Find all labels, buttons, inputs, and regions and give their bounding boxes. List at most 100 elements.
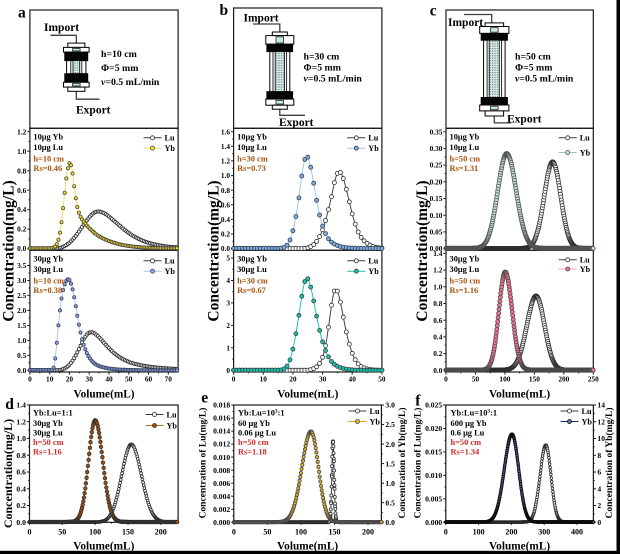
svg-text:2.0: 2.0: [17, 306, 26, 315]
svg-text:0: 0: [232, 528, 236, 537]
svg-text:40: 40: [349, 375, 357, 384]
svg-text:h=10 cm: h=10 cm: [101, 49, 137, 60]
svg-text:0.2: 0.2: [17, 225, 26, 234]
svg-text:30μg Yb: 30μg Yb: [33, 419, 63, 428]
svg-text:0.4: 0.4: [433, 333, 442, 342]
svg-text:400: 400: [571, 528, 583, 537]
svg-text:h=50 cm: h=50 cm: [33, 438, 64, 447]
svg-text:5: 5: [226, 254, 230, 263]
svg-text:Export: Export: [76, 105, 111, 117]
svg-text:200: 200: [505, 528, 517, 537]
svg-text:0.000: 0.000: [425, 518, 442, 527]
svg-text:0.004: 0.004: [213, 492, 230, 501]
svg-text:Rs=1.34: Rs=1.34: [451, 447, 481, 456]
svg-text:0.016: 0.016: [213, 414, 230, 423]
svg-text:0.014: 0.014: [213, 427, 230, 436]
svg-text:Rs=1.18: Rs=1.18: [238, 447, 267, 456]
svg-text:0.4: 0.4: [16, 484, 26, 493]
svg-text:0.2: 0.2: [433, 349, 442, 358]
svg-text:10: 10: [46, 375, 54, 384]
svg-text:1.0: 1.0: [221, 171, 230, 180]
svg-text:50: 50: [263, 528, 271, 537]
svg-text:Lu: Lu: [368, 257, 378, 266]
svg-text:30μg Lu: 30μg Lu: [33, 428, 63, 437]
svg-text:0.008: 0.008: [213, 466, 230, 475]
svg-text:0: 0: [444, 375, 448, 384]
svg-text:0.0: 0.0: [17, 244, 26, 253]
svg-text:0: 0: [28, 528, 32, 537]
svg-text:1.5: 1.5: [17, 321, 26, 330]
svg-text:1.6: 1.6: [221, 127, 230, 136]
svg-text:0.018: 0.018: [213, 401, 230, 410]
svg-text:h=30 cm: h=30 cm: [237, 154, 268, 163]
svg-text:Rs=0.38: Rs=0.38: [33, 286, 62, 295]
svg-text:200: 200: [362, 528, 374, 537]
svg-text:0.35: 0.35: [430, 127, 443, 136]
svg-text:Import: Import: [244, 13, 279, 25]
svg-text:1.2: 1.2: [221, 157, 230, 166]
svg-text:Lu: Lu: [165, 257, 175, 266]
svg-text:1: 1: [226, 343, 230, 352]
svg-text:0.015: 0.015: [425, 448, 442, 457]
svg-text:Φ=5 mm: Φ=5 mm: [304, 63, 341, 74]
svg-text:Concentration(mg/L): Concentration(mg/L): [414, 180, 431, 321]
svg-text:0.6: 0.6: [16, 468, 26, 477]
svg-text:10μg Lu: 10μg Lu: [450, 143, 480, 152]
svg-text:30: 30: [86, 375, 94, 384]
svg-text:Yb:Lu=103:1: Yb:Lu=103:1: [238, 409, 285, 418]
svg-text:Concentration of Yb(mg/L): Concentration of Yb(mg/L): [397, 408, 408, 519]
svg-text:0.0: 0.0: [16, 518, 26, 527]
svg-text:100: 100: [89, 528, 101, 537]
svg-text:Lu: Lu: [167, 410, 177, 419]
svg-text:50: 50: [378, 375, 386, 384]
svg-text:Yb:Lu=1:1: Yb:Lu=1:1: [33, 409, 73, 418]
svg-text:10μg Yb: 10μg Yb: [450, 133, 480, 142]
svg-text:10μg Lu: 10μg Lu: [33, 143, 63, 152]
svg-text:Yb: Yb: [167, 421, 178, 430]
svg-text:2: 2: [226, 321, 230, 330]
svg-text:0.8: 0.8: [221, 186, 230, 195]
svg-text:0.0: 0.0: [221, 244, 230, 253]
svg-text:40: 40: [105, 375, 113, 384]
svg-text:0.15: 0.15: [430, 194, 443, 203]
svg-text:0.10: 0.10: [430, 211, 443, 220]
svg-text:Yb: Yb: [582, 417, 593, 426]
svg-text:c: c: [430, 3, 437, 20]
svg-text:0.6: 0.6: [17, 186, 26, 195]
svg-text:0: 0: [597, 518, 601, 527]
svg-text:Yb: Yb: [370, 417, 381, 426]
svg-text:10μg Yb: 10μg Yb: [237, 133, 267, 142]
svg-text:1.0: 1.0: [433, 282, 442, 291]
svg-text:0.05: 0.05: [430, 228, 443, 237]
svg-text:Φ=5 mm: Φ=5 mm: [515, 63, 552, 74]
svg-text:50: 50: [125, 375, 133, 384]
svg-text:Lu: Lu: [368, 134, 378, 143]
svg-text:0.000: 0.000: [213, 518, 230, 527]
svg-text:b: b: [220, 2, 229, 19]
svg-text:0: 0: [232, 375, 236, 384]
svg-text:0.30: 0.30: [430, 144, 443, 153]
svg-text:100: 100: [295, 528, 307, 537]
svg-text:Volume(mL): Volume(mL): [277, 540, 338, 552]
svg-text:0.6: 0.6: [221, 200, 230, 209]
svg-text:Rs=1.16: Rs=1.16: [450, 286, 479, 295]
svg-text:10μg Lu: 10μg Lu: [237, 143, 267, 152]
svg-text:1.0: 1.0: [385, 479, 395, 488]
svg-text:Volume(mL): Volume(mL): [73, 540, 134, 552]
svg-text:Volume(mL): Volume(mL): [489, 540, 550, 552]
svg-text:250: 250: [588, 375, 599, 384]
svg-text:60 μg Yb: 60 μg Yb: [238, 419, 270, 428]
svg-text:1.2: 1.2: [433, 266, 442, 275]
svg-text:Concentration of Lu(mg/L): Concentration of Lu(mg/L): [412, 408, 423, 519]
svg-text:1.2: 1.2: [17, 127, 26, 136]
svg-text:100: 100: [473, 528, 485, 537]
svg-text:0.012: 0.012: [213, 440, 230, 449]
svg-text:30μg Lu: 30μg Lu: [33, 265, 63, 274]
svg-text:1.4: 1.4: [16, 401, 26, 410]
svg-text:6: 6: [597, 468, 601, 477]
svg-text:h=10 cm: h=10 cm: [33, 154, 64, 163]
svg-text:Rs=1.16: Rs=1.16: [33, 447, 62, 456]
svg-text:1.0: 1.0: [17, 147, 26, 156]
svg-text:1.4: 1.4: [221, 142, 230, 151]
svg-text:Concentration(mg/L): Concentration(mg/L): [1, 180, 18, 321]
